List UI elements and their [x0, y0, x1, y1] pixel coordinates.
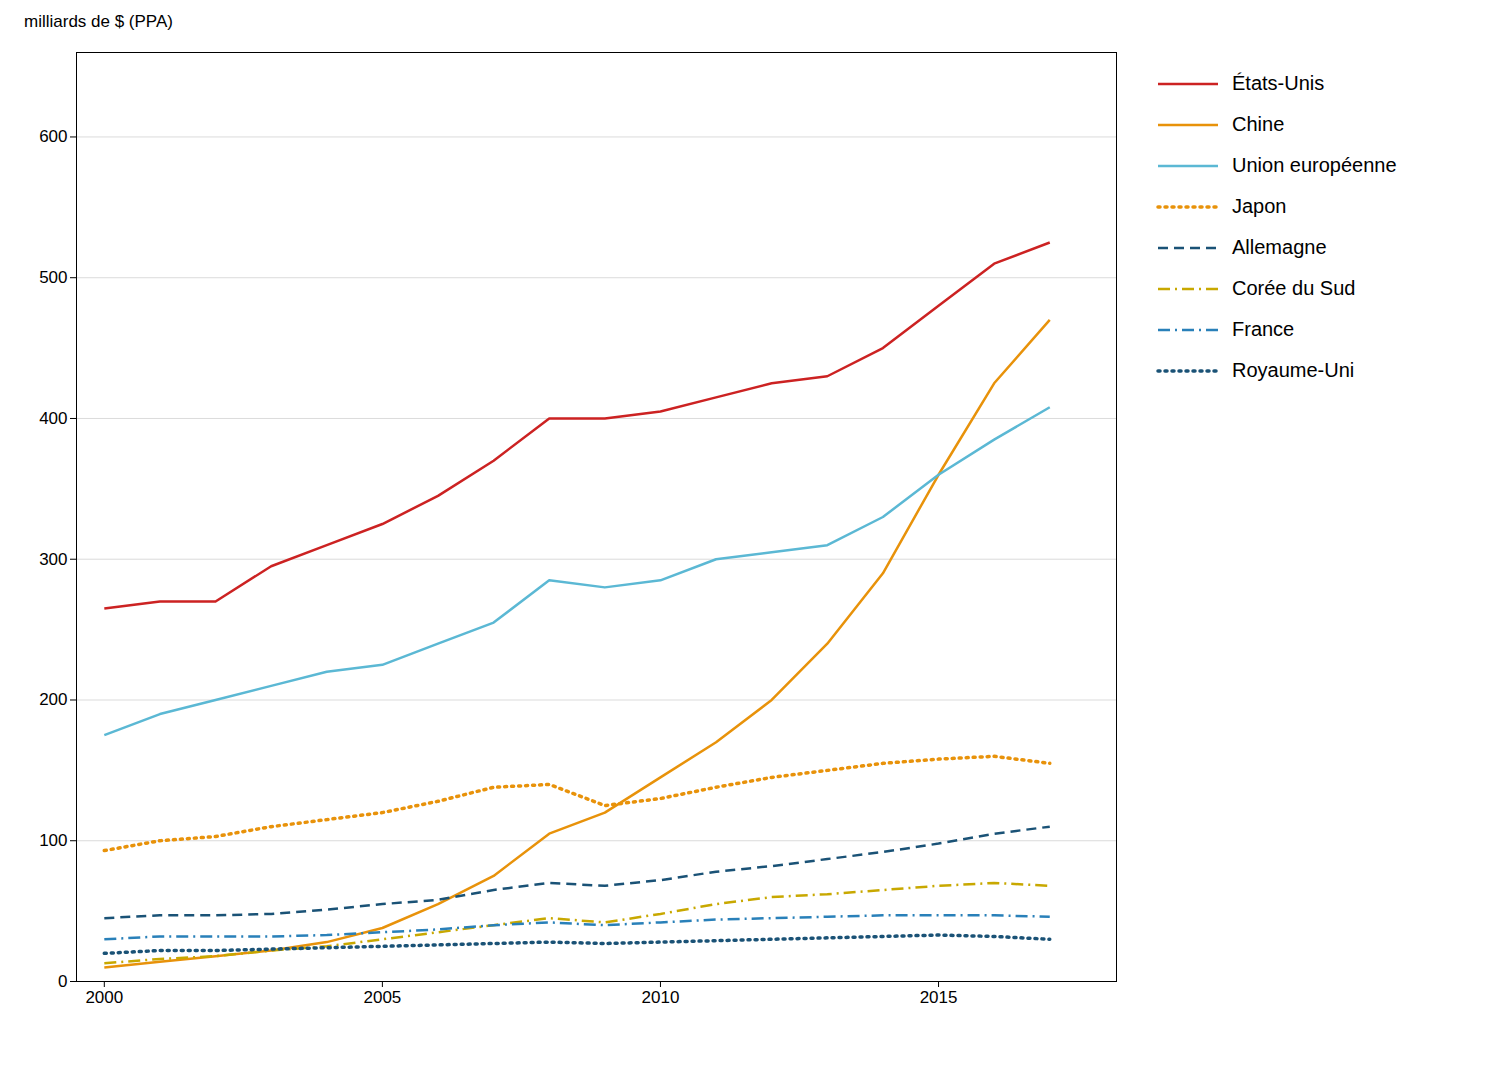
html-text:milliards de $ (PPA): milliards de $ (PPA)	[24, 12, 173, 31]
html-text:France: France	[1232, 318, 1295, 340]
svg-text:2005: 2005	[363, 988, 401, 1007]
html-text:Royaume-Uni: Royaume-Uni	[1232, 359, 1355, 381]
svg-text:0: 0	[58, 972, 67, 991]
svg-text:200: 200	[39, 690, 67, 709]
html-text:Japon: Japon	[1232, 195, 1287, 217]
svg-text:2010: 2010	[642, 988, 680, 1007]
svg-text:2000: 2000	[85, 988, 123, 1007]
html-text:Chine: Chine	[1232, 113, 1285, 135]
html-text:Union européenne: Union européenne	[1232, 154, 1397, 176]
html-text:États-Unis: États-Unis	[1232, 72, 1325, 94]
svg-text:400: 400	[39, 409, 67, 428]
svg-text:100: 100	[39, 831, 67, 850]
svg-text:300: 300	[39, 550, 67, 569]
svg-text:2015: 2015	[920, 988, 958, 1007]
html-text:Corée du Sud: Corée du Sud	[1232, 277, 1356, 299]
html-text:Allemagne: Allemagne	[1232, 236, 1327, 258]
svg-text:500: 500	[39, 268, 67, 287]
svg-text:600: 600	[39, 127, 67, 146]
